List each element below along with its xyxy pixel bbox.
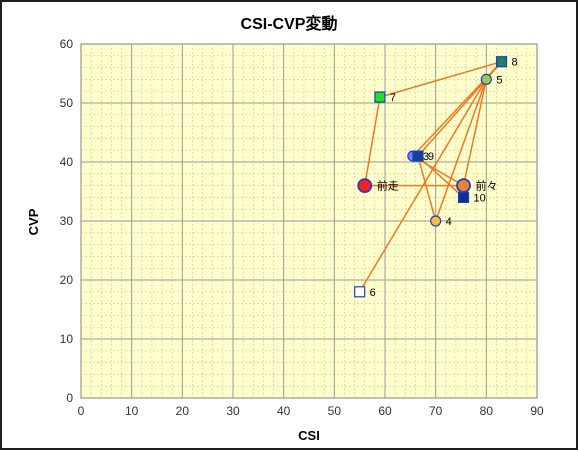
- point-marker-9: [412, 150, 424, 162]
- connection-line: [434, 79, 488, 222]
- connection-line: [359, 79, 487, 293]
- x-tick-label: 90: [530, 404, 544, 418]
- connection-line: [417, 78, 487, 157]
- y-tick-label: 20: [60, 273, 74, 287]
- point-marker-6: [354, 286, 366, 298]
- point-label: 7: [390, 92, 396, 104]
- connection-line: [379, 60, 502, 98]
- point-label: 5: [496, 74, 502, 86]
- y-tick-label: 40: [60, 155, 74, 169]
- x-tick-label: 30: [226, 404, 240, 418]
- point-label: 前々: [476, 179, 498, 193]
- point-label: 4: [446, 216, 452, 228]
- connection-line: [363, 96, 381, 186]
- y-tick-label: 30: [60, 214, 74, 228]
- grid-lines: [81, 44, 537, 398]
- x-tick-label: 70: [429, 404, 443, 418]
- data-points: 前走 前々 3 4 5 6 7 8 9 10: [354, 56, 518, 299]
- point-marker-10: [457, 191, 470, 203]
- point-marker-4: [430, 215, 442, 227]
- point-label: 9: [428, 151, 434, 163]
- chart-title: CSI-CVP変動: [241, 14, 338, 33]
- x-tick-label: 20: [176, 404, 190, 418]
- point-label: 10: [474, 192, 486, 204]
- point-label: 8: [512, 57, 518, 69]
- y-axis-label: CVP: [26, 208, 41, 235]
- point-label: 6: [370, 287, 376, 299]
- point-marker-5: [480, 73, 492, 86]
- point-label: 3: [423, 151, 429, 163]
- connection-line: [462, 79, 488, 186]
- x-tick-label: 80: [480, 404, 494, 418]
- point-marker-前走: [357, 178, 373, 194]
- y-tick-label: 50: [60, 96, 74, 110]
- x-tick-label: 60: [378, 404, 392, 418]
- tick-labels: 0 10 20 30 40 50 60 70 80 90 0 10 20 30 40 50 60: [60, 37, 544, 418]
- connection-line: [417, 155, 437, 222]
- x-tick-label: 40: [277, 404, 291, 418]
- point-marker-前々: [456, 178, 471, 194]
- point-label: 前走: [377, 179, 399, 193]
- y-tick-label: 0: [66, 391, 73, 405]
- x-tick-label: 50: [328, 404, 342, 418]
- y-tick-label: 60: [60, 37, 74, 51]
- x-axis-label: CSI: [298, 428, 320, 443]
- point-marker-7: [374, 91, 386, 103]
- point-marker-8: [495, 56, 508, 68]
- y-tick-label: 10: [60, 332, 74, 346]
- x-tick-label: 0: [78, 404, 85, 418]
- x-tick-label: 10: [125, 404, 139, 418]
- connection-line: [417, 155, 465, 198]
